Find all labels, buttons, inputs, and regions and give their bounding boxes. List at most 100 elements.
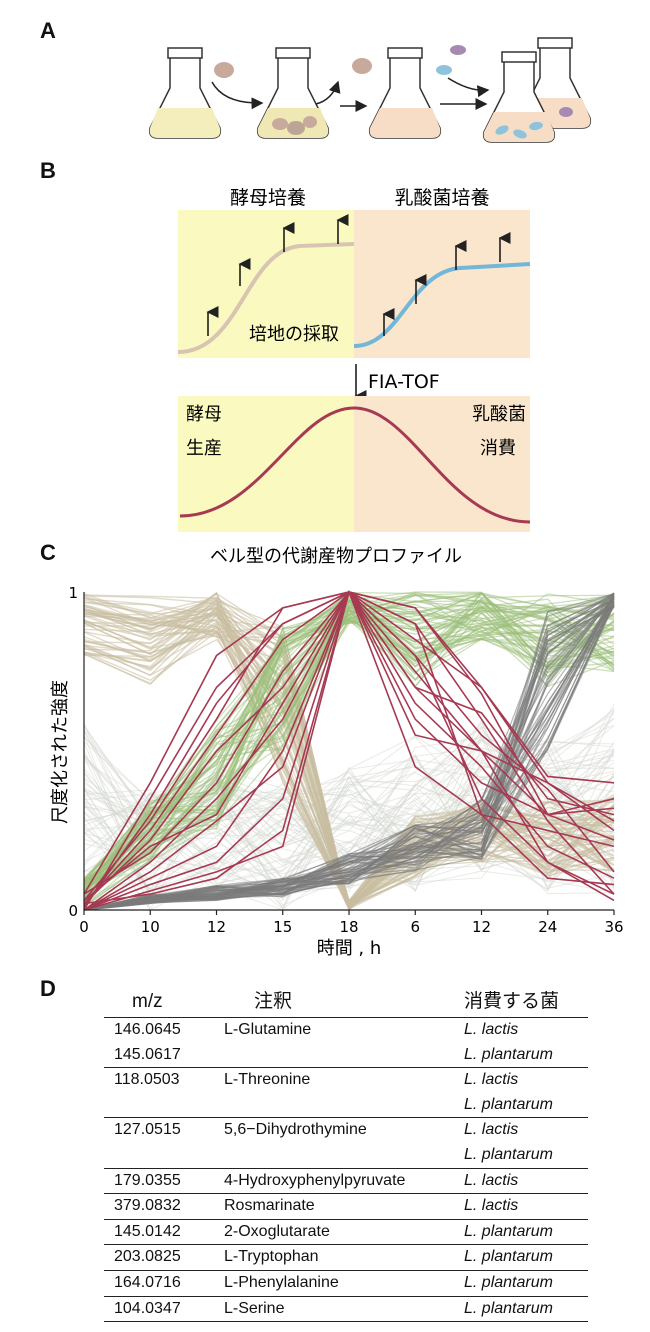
species-cell: L. plantarum — [464, 1095, 553, 1113]
yeast-culture-label: 酵母培養 — [230, 187, 306, 209]
species-cell: L. lactis — [456, 1117, 588, 1143]
annotation-cell: L-Threonine — [214, 1067, 456, 1093]
mz-cell: 127.0515 — [104, 1117, 214, 1143]
y-tick-label: 0 — [68, 902, 78, 920]
species-cell: L. plantarum — [456, 1295, 588, 1323]
header-species: 消費する菌 — [456, 986, 588, 1018]
x-tick-labels: 0 10 12 15 18 6 12 24 36 — [79, 910, 624, 936]
table-row: 203.0825 L-Tryptophan L. plantarum — [104, 1244, 588, 1271]
mz-cell — [104, 1143, 214, 1168]
y-tick-labels: 01 — [68, 584, 78, 920]
background-profile-line — [83, 602, 615, 911]
consumption-label: 消費 — [480, 438, 516, 459]
panel-a-flask-diagram — [148, 37, 592, 143]
yeast-growth-curve — [177, 242, 355, 354]
species-cell: L. plantarum — [456, 1218, 588, 1245]
annotation-cell: 4-Hydroxyphenylpyruvate — [214, 1167, 456, 1194]
x-tick-label: 24 — [538, 918, 557, 936]
table-row: L. plantarum — [104, 1143, 588, 1168]
panel-letter-b: B — [40, 158, 56, 183]
species-cell: L. plantarum — [464, 1045, 553, 1063]
table-row: 145.0142 2-Oxoglutarate L. plantarum — [104, 1218, 588, 1245]
x-tick-label: 15 — [273, 918, 292, 936]
table-row: L. plantarum — [104, 1093, 588, 1118]
lab-culture-label: 乳酸菌培養 — [394, 187, 489, 209]
background-profile-line — [83, 600, 615, 911]
panel-c-line-chart: 0 10 12 15 18 6 12 24 36 01 時間 , h 尺度化された強度 — [50, 584, 624, 959]
lab-growth-curve — [353, 262, 531, 348]
x-tick-label: 10 — [141, 918, 160, 936]
annotation-cell: 5,6−Dihydrothymine — [214, 1117, 456, 1143]
flask-3 — [368, 47, 442, 139]
x-tick-label: 36 — [604, 918, 623, 936]
panel-letter-a: A — [40, 18, 56, 43]
x-tick-label: 18 — [339, 918, 358, 936]
consumed-metabolites-table: m/z 注釈 消費する菌 146.0645 L-Glutamine L. lacti… — [104, 986, 588, 1323]
table-row: 164.0716 L-Phenylalanine L. plantarum — [104, 1269, 588, 1297]
background-profile-line — [83, 594, 615, 892]
yeast-cell-icon — [214, 62, 234, 78]
annotation-cell: L-Phenylalanine — [214, 1269, 456, 1297]
annotation-cell — [214, 1143, 456, 1168]
mz-cell: 379.0832 — [104, 1193, 214, 1220]
annotation-cell: Rosmarinate — [214, 1193, 456, 1220]
table-row: 145.0617 L. plantarum — [104, 1043, 588, 1068]
lactic-acid-bacteria-icon — [436, 65, 452, 75]
mz-cell: 203.0825 — [104, 1244, 214, 1271]
species-cell: L. plantarum — [464, 1145, 553, 1163]
annotation-cell: L-Serine — [214, 1295, 456, 1323]
bell-profile-curve — [179, 406, 531, 524]
table-row: 179.0355 4-Hydroxyphenylpyruvate L. lactis — [104, 1167, 588, 1194]
panel-letter-c: C — [40, 540, 56, 565]
lab-label: 乳酸菌 — [472, 404, 526, 425]
background-profile-line — [83, 606, 615, 908]
background-profile-line — [83, 598, 615, 911]
species-cell: L. lactis — [456, 1193, 588, 1220]
background-profile-line — [83, 605, 615, 908]
header-annotation: 注釈 — [214, 986, 456, 1018]
table-row: 146.0645 L-Glutamine L. lactis — [104, 1018, 588, 1043]
x-tick-label: 6 — [410, 918, 420, 936]
flask-4 — [482, 51, 556, 143]
mz-cell: 118.0503 — [104, 1067, 214, 1093]
species-cell: L. plantarum — [456, 1244, 588, 1271]
mz-cell: 104.0347 — [104, 1295, 214, 1323]
y-axis-label: 尺度化された強度 — [50, 680, 71, 824]
mz-cell: 179.0355 — [104, 1167, 214, 1194]
background-profile-line — [83, 631, 615, 903]
annotation-cell: L-Glutamine — [224, 1021, 312, 1038]
annotation-cell: 2-Oxoglutarate — [214, 1218, 456, 1245]
panel-b-diagram: 酵母培養 乳酸菌培養 培地の採取 FIA-TOF 酵母 生産 乳酸菌 消費 ベル… — [177, 187, 531, 567]
annotation-cell: L-Tryptophan — [214, 1244, 456, 1271]
annotation-cell — [214, 1093, 456, 1118]
yeast-label: 酵母 — [186, 404, 222, 425]
annotation-cell — [214, 1043, 456, 1068]
x-tick-label: 0 — [79, 918, 89, 936]
table-row: 379.0832 Rosmarinate L. lactis — [104, 1193, 588, 1220]
flask-2 — [256, 47, 330, 139]
species-cell: L. plantarum — [456, 1269, 588, 1297]
panel-letter-d: D — [40, 976, 56, 1001]
table-row: 104.0347 L-Serine L. plantarum — [104, 1295, 588, 1323]
series-line-13 — [83, 591, 615, 911]
yeast-cell-icon — [352, 58, 372, 74]
background-profile-line — [83, 599, 615, 884]
bell-profile-series — [83, 589, 615, 911]
mz-cell: 145.0142 — [104, 1218, 214, 1245]
lactic-acid-bacteria-icon — [450, 45, 466, 55]
table-row: 127.0515 5,6−Dihydrothymine L. lactis — [104, 1117, 588, 1143]
bell-caption: ベル型の代謝産物プロファイル — [210, 546, 462, 567]
x-tick-label: 12 — [472, 918, 491, 936]
sampling-arrows — [206, 214, 511, 336]
table-header-row: m/z 注釈 消費する菌 — [104, 986, 588, 1018]
mz-cell: 145.0617 — [114, 1045, 181, 1063]
background-profile-line — [83, 724, 615, 859]
mz-cell: 146.0645 — [114, 1021, 181, 1038]
mz-cell: 164.0716 — [104, 1269, 214, 1297]
background-profile-line — [83, 771, 615, 896]
background-profile-line — [83, 595, 615, 884]
header-mz: m/z — [104, 986, 214, 1018]
flask-1 — [148, 47, 222, 139]
production-label: 生産 — [186, 438, 222, 459]
species-cell: L. lactis — [464, 1021, 519, 1038]
